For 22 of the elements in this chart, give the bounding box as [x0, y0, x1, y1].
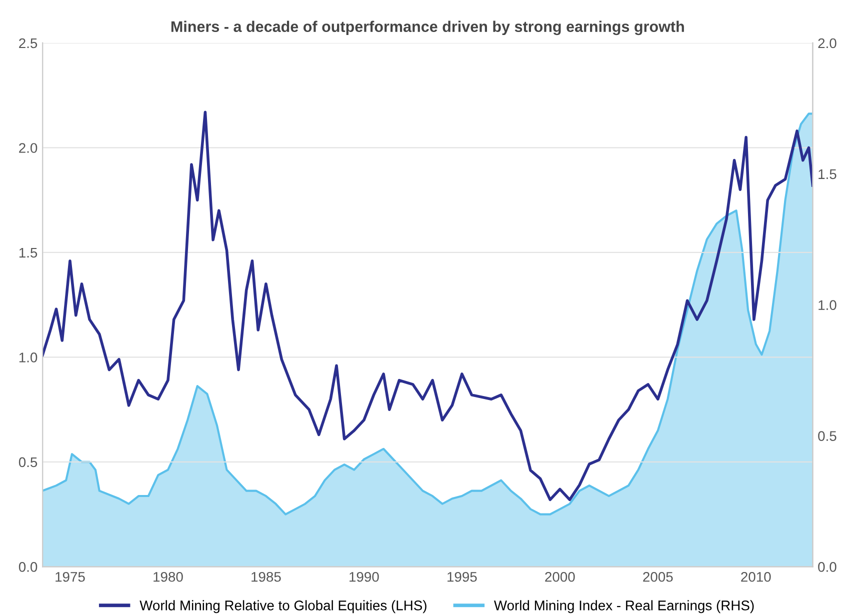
y-tick-label: 0.5 — [18, 457, 38, 468]
x-tick-label: 2005 — [643, 572, 673, 582]
y-tick-label: 2.0 — [19, 143, 38, 153]
legend-label: World Mining Relative to Global Equities (LHS) — [140, 600, 426, 614]
chart-title: Miners - a decade of outperformance driven by strong earnings growth — [171, 20, 684, 36]
x-tick-label: 1980 — [154, 572, 183, 582]
y-tick-label: 0.0 — [18, 562, 38, 572]
y-tick-label: 1.5 — [19, 248, 38, 258]
legend-label: World Mining Index - Real Earnings (RHS) — [494, 600, 754, 614]
x-tick-label: 1975 — [56, 572, 85, 582]
y2-tick-label: 1.0 — [818, 300, 836, 310]
x-tick-label: 1990 — [350, 572, 379, 582]
x-tick-label: 1995 — [448, 572, 477, 582]
x-tick-label: 1985 — [252, 572, 281, 582]
y2-tick-label: 1.5 — [818, 169, 836, 180]
y2-tick-label: 2.0 — [818, 38, 836, 48]
x-tick-label: 2010 — [741, 572, 771, 582]
y-tick-label: 2.5 — [19, 38, 38, 48]
y2-tick-label: 0.0 — [818, 562, 836, 572]
x-tick-label: 2000 — [545, 572, 575, 582]
y-tick-label: 1.0 — [19, 352, 38, 362]
y2-tick-label: 0.5 — [818, 431, 836, 441]
